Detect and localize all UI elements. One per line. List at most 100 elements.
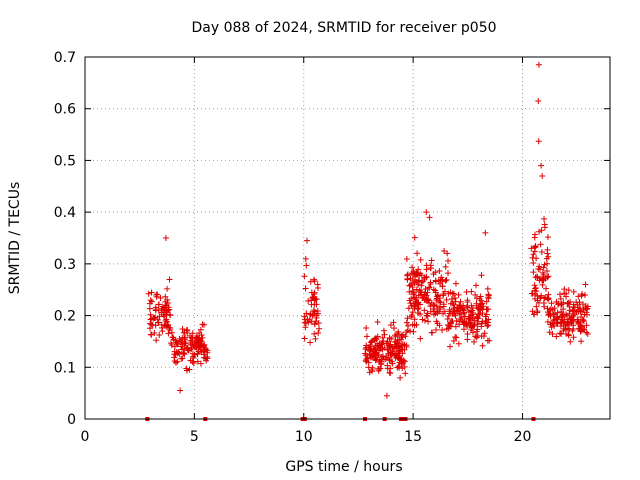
data-point: [580, 318, 587, 325]
data-point: [443, 296, 450, 303]
data-point: [363, 333, 370, 340]
data-point: [315, 329, 322, 336]
data-point: [404, 327, 411, 334]
data-point: [411, 234, 418, 241]
data-point: [413, 286, 420, 293]
data-point: [468, 325, 475, 332]
data-point: [443, 276, 450, 283]
data-point: [530, 269, 537, 276]
data-point: [564, 300, 571, 307]
y-tick-label: 0: [67, 412, 76, 428]
data-point: [427, 308, 434, 315]
data-point: [417, 311, 424, 318]
data-point: [301, 273, 308, 280]
data-point: [181, 351, 188, 358]
data-point: [578, 327, 585, 334]
data-point: [570, 288, 577, 295]
data-point: [477, 304, 484, 311]
data-point: [189, 337, 196, 344]
data-point: [411, 316, 418, 323]
data-point: [412, 296, 419, 303]
data-point: [147, 320, 154, 327]
data-point: [442, 277, 449, 284]
data-point: [486, 337, 493, 344]
data-point: [155, 301, 162, 308]
y-tick-label: 0.5: [54, 153, 76, 169]
data-point-outlier: [535, 61, 542, 68]
data-point: [530, 311, 537, 318]
data-point: [363, 358, 370, 365]
data-point: [149, 322, 156, 329]
data-point: [191, 342, 198, 349]
data-point: [400, 359, 407, 366]
data-point: [411, 305, 418, 312]
data-point: [456, 302, 463, 309]
data-point: [457, 298, 464, 305]
data-point: [483, 306, 490, 313]
data-point: [540, 300, 547, 307]
data-point: [301, 316, 308, 323]
data-point: [414, 269, 421, 276]
data-point: [418, 272, 425, 279]
data-point: [455, 291, 462, 298]
data-point: [201, 342, 208, 349]
data-point: [199, 321, 206, 328]
data-point: [545, 296, 552, 303]
data-point: [533, 255, 540, 262]
data-point: [430, 311, 437, 318]
data-point: [563, 311, 570, 318]
data-point: [363, 325, 370, 332]
data-point: [444, 250, 451, 257]
data-point: [367, 346, 374, 353]
data-point: [446, 343, 453, 350]
data-point: [181, 336, 188, 343]
data-point: [484, 322, 491, 329]
data-point: [183, 365, 190, 372]
data-point: [544, 268, 551, 275]
plot-frame: [84, 56, 611, 420]
data-point: [396, 344, 403, 351]
data-point: [450, 301, 457, 308]
data-point: [369, 337, 376, 344]
data-point: [394, 364, 401, 371]
data-point: [559, 314, 566, 321]
data-point-outlier: [426, 214, 433, 221]
data-point: [418, 282, 425, 289]
data-point: [204, 349, 211, 356]
data-point: [175, 349, 182, 356]
data-point: [311, 291, 318, 298]
data-point: [305, 298, 312, 305]
data-point: [452, 280, 459, 287]
data-point: [404, 276, 411, 283]
data-point: [429, 329, 436, 336]
data-point: [541, 261, 548, 268]
data-point: [404, 315, 411, 322]
data-point: [364, 355, 371, 362]
data-point: [165, 330, 172, 337]
data-point: [455, 340, 462, 347]
data-point: [380, 327, 387, 334]
data-point: [583, 322, 590, 329]
data-point: [457, 305, 464, 312]
data-point: [575, 293, 582, 300]
data-point: [448, 296, 455, 303]
data-point: [575, 308, 582, 315]
data-point-outlier: [535, 97, 542, 104]
data-point: [171, 348, 178, 355]
data-point: [548, 300, 555, 307]
data-point: [442, 263, 449, 270]
data-point: [314, 308, 321, 315]
data-point: [561, 286, 568, 293]
data-point: [407, 300, 414, 307]
data-point: [409, 284, 416, 291]
data-point: [567, 338, 574, 345]
data-point: [457, 316, 464, 323]
data-point: [386, 369, 393, 376]
data-point: [540, 271, 547, 278]
data-point: [439, 327, 446, 334]
data-point: [165, 321, 172, 328]
data-point: [151, 330, 158, 337]
data-point: [419, 294, 426, 301]
data-point: [145, 290, 152, 297]
